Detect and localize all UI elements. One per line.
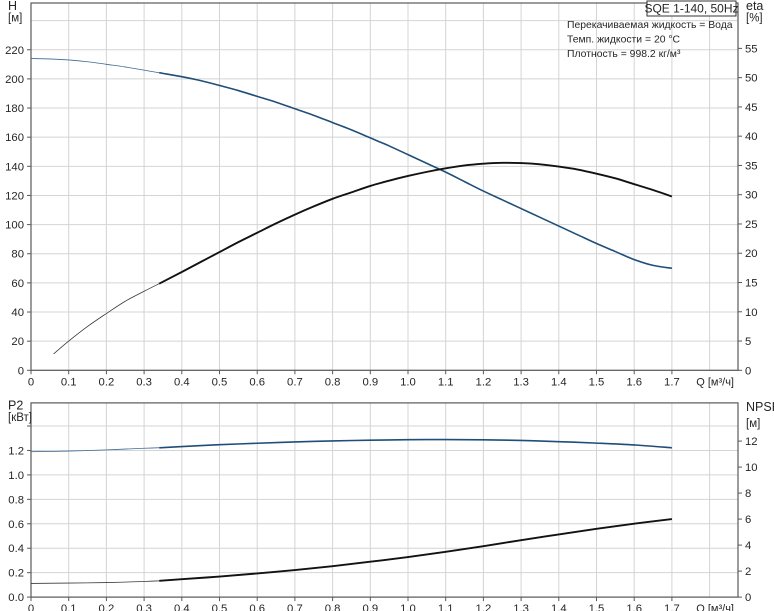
svg-text:0: 0 [745, 365, 751, 377]
svg-text:1.7: 1.7 [664, 376, 680, 388]
svg-text:0: 0 [745, 592, 751, 604]
svg-text:1.0: 1.0 [8, 470, 24, 482]
svg-text:0.8: 0.8 [325, 376, 341, 388]
svg-text:1.2: 1.2 [8, 445, 24, 457]
svg-text:5: 5 [745, 336, 751, 348]
svg-text:0.4: 0.4 [8, 543, 24, 555]
svg-text:35: 35 [745, 160, 758, 172]
svg-text:0.2: 0.2 [99, 603, 115, 611]
svg-text:1.6: 1.6 [626, 376, 642, 388]
svg-text:1.0: 1.0 [400, 376, 416, 388]
svg-text:20: 20 [745, 248, 758, 260]
svg-text:0.6: 0.6 [8, 519, 24, 531]
svg-text:[%]: [%] [746, 13, 763, 25]
svg-text:0.9: 0.9 [362, 376, 378, 388]
svg-text:1.4: 1.4 [551, 603, 567, 611]
svg-text:SQE 1-140, 50Hz: SQE 1-140, 50Hz [644, 2, 738, 16]
svg-text:1.3: 1.3 [513, 603, 529, 611]
svg-text:1.4: 1.4 [551, 376, 567, 388]
svg-text:0.7: 0.7 [287, 603, 303, 611]
svg-text:1.0: 1.0 [400, 603, 416, 611]
svg-text:H: H [8, 0, 17, 13]
svg-text:40: 40 [745, 131, 758, 143]
svg-text:200: 200 [5, 74, 24, 86]
svg-text:[м]: [м] [8, 13, 22, 25]
svg-text:0.4: 0.4 [174, 376, 190, 388]
svg-text:0.2: 0.2 [99, 376, 115, 388]
svg-text:20: 20 [11, 336, 24, 348]
svg-text:Плотность = 998.2 кг/м³: Плотность = 998.2 кг/м³ [567, 49, 681, 60]
svg-text:0.9: 0.9 [362, 603, 378, 611]
svg-text:Перекачиваемая жидкость = Вода: Перекачиваемая жидкость = Вода [567, 20, 733, 31]
svg-text:1.1: 1.1 [438, 376, 454, 388]
svg-text:0.5: 0.5 [212, 603, 228, 611]
svg-text:40: 40 [11, 307, 24, 319]
svg-text:160: 160 [5, 132, 24, 144]
svg-text:0.3: 0.3 [136, 376, 152, 388]
svg-text:0.3: 0.3 [136, 603, 152, 611]
svg-text:eta: eta [746, 0, 763, 13]
svg-text:Темп. жидкости = 20 °C: Темп. жидкости = 20 °C [567, 35, 681, 46]
svg-text:10: 10 [745, 307, 758, 319]
svg-text:30: 30 [745, 190, 758, 202]
svg-text:1.3: 1.3 [513, 376, 529, 388]
svg-text:0: 0 [18, 365, 24, 377]
svg-text:1.1: 1.1 [438, 603, 454, 611]
svg-text:0.2: 0.2 [8, 568, 24, 580]
svg-text:1.2: 1.2 [476, 603, 492, 611]
svg-text:1.7: 1.7 [664, 603, 680, 611]
svg-text:100: 100 [5, 220, 24, 232]
svg-text:0.6: 0.6 [249, 603, 265, 611]
svg-text:0: 0 [28, 376, 34, 388]
svg-text:25: 25 [745, 219, 758, 231]
svg-text:0.1: 0.1 [61, 603, 77, 611]
svg-text:0.7: 0.7 [287, 376, 303, 388]
svg-text:80: 80 [11, 249, 24, 261]
svg-text:2: 2 [745, 566, 751, 578]
svg-text:1.6: 1.6 [626, 603, 642, 611]
svg-text:50: 50 [745, 73, 758, 85]
svg-text:220: 220 [5, 45, 24, 57]
svg-text:140: 140 [5, 161, 24, 173]
svg-text:P2: P2 [8, 398, 23, 412]
svg-text:10: 10 [745, 462, 758, 474]
svg-text:0.8: 0.8 [8, 494, 24, 506]
svg-text:180: 180 [5, 103, 24, 115]
svg-text:0.8: 0.8 [325, 603, 341, 611]
svg-text:1.2: 1.2 [476, 376, 492, 388]
svg-text:0.1: 0.1 [61, 376, 77, 388]
svg-text:Q [м³/ч]: Q [м³/ч] [696, 376, 734, 388]
svg-text:NPSH: NPSH [746, 400, 774, 414]
svg-text:0: 0 [28, 603, 34, 611]
svg-text:15: 15 [745, 278, 758, 290]
svg-text:[м]: [м] [746, 418, 760, 430]
svg-text:45: 45 [745, 102, 758, 114]
svg-text:8: 8 [745, 488, 751, 500]
svg-text:55: 55 [745, 43, 758, 55]
svg-text:0.4: 0.4 [174, 603, 190, 611]
svg-text:6: 6 [745, 514, 751, 526]
svg-text:Q [м³/ч]: Q [м³/ч] [696, 603, 734, 611]
svg-text:12: 12 [745, 436, 758, 448]
svg-text:1.5: 1.5 [589, 376, 605, 388]
svg-text:1.5: 1.5 [589, 603, 605, 611]
svg-text:0.6: 0.6 [249, 376, 265, 388]
svg-text:0.0: 0.0 [8, 592, 24, 604]
svg-text:[кВт]: [кВт] [8, 412, 32, 424]
svg-text:120: 120 [5, 190, 24, 202]
svg-text:0.5: 0.5 [212, 376, 228, 388]
svg-text:4: 4 [745, 540, 751, 552]
svg-text:60: 60 [11, 278, 24, 290]
